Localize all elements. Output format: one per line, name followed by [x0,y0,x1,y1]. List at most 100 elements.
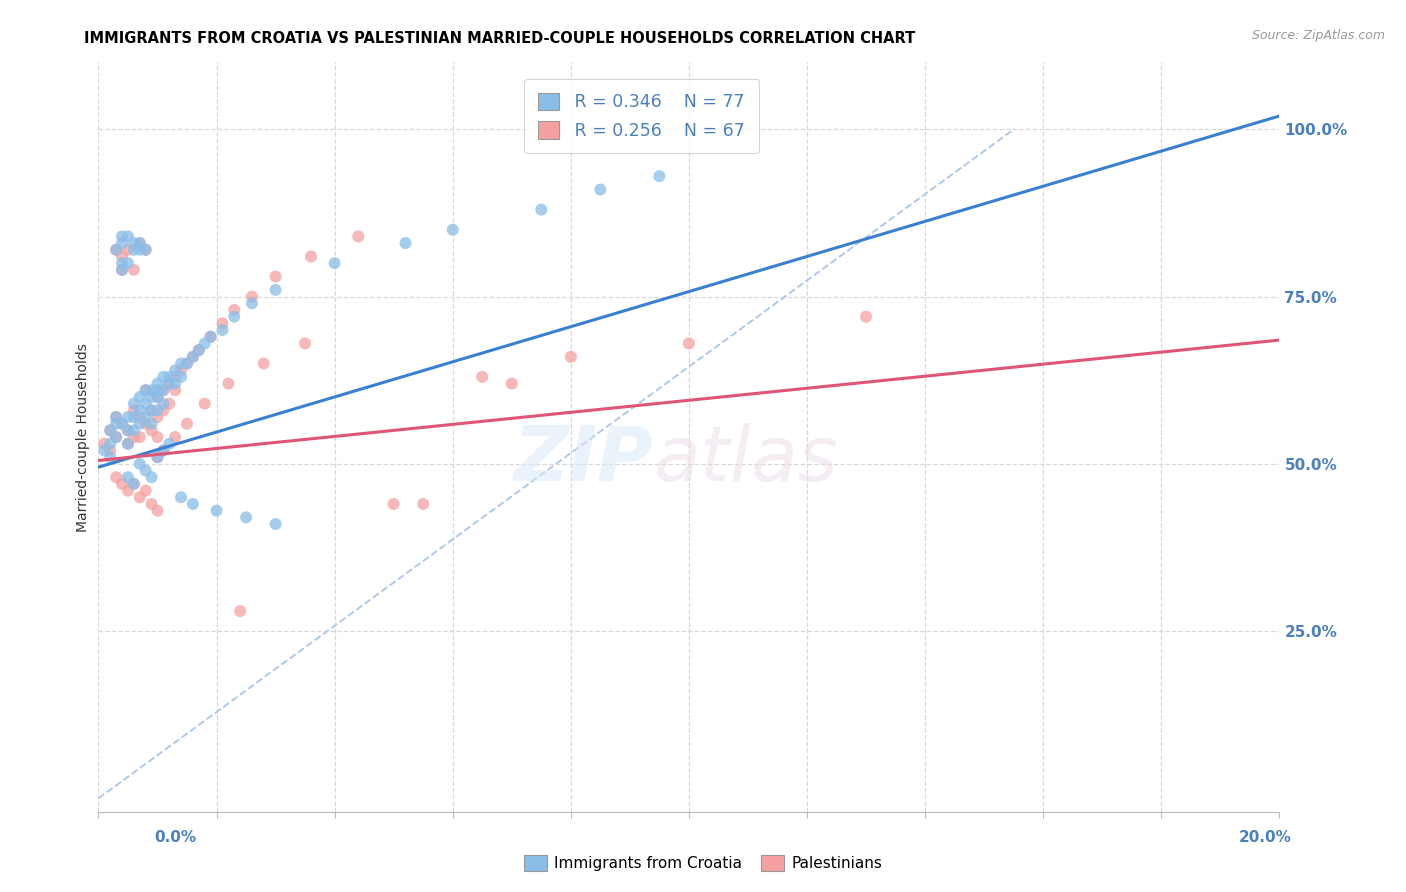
Point [224,303,246,318]
Point [128,243,150,257]
Point [146,384,169,398]
Point [93,443,115,458]
Point [157,376,180,391]
Point [105,430,128,444]
Point [141,390,163,404]
Point [98,443,121,458]
Point [181,497,204,511]
Point [229,604,252,618]
Point [224,310,246,324]
Text: Source: ZipAtlas.com: Source: ZipAtlas.com [1251,29,1385,42]
Point [678,336,700,351]
Point [135,243,157,257]
Point [128,236,150,251]
Point [347,229,370,244]
Point [105,410,128,425]
Point [122,243,145,257]
Point [111,236,134,251]
Point [117,437,139,451]
Point [264,283,287,297]
Point [530,202,553,217]
Legend: Immigrants from Croatia, Palestinians: Immigrants from Croatia, Palestinians [517,849,889,877]
Point [152,384,174,398]
Point [122,396,145,410]
Point [170,356,193,371]
Point [382,497,405,511]
Point [146,410,169,425]
Point [105,430,128,444]
Point [181,350,204,364]
Point [128,417,150,431]
Point [111,476,134,491]
Point [117,437,139,451]
Point [111,417,134,431]
Point [98,450,121,465]
Legend:  R = 0.346    N = 77,  R = 0.256    N = 67: R = 0.346 N = 77, R = 0.256 N = 67 [524,78,759,153]
Point [205,503,228,517]
Point [200,330,222,344]
Point [111,417,134,431]
Point [240,289,263,303]
Point [157,376,180,391]
Point [200,330,222,344]
Point [211,317,233,331]
Point [122,476,145,491]
Point [135,384,157,398]
Point [141,424,163,438]
Point [855,310,877,324]
Point [98,424,121,438]
Point [141,497,163,511]
Point [122,430,145,444]
Point [264,517,287,532]
Point [146,503,169,517]
Point [176,417,198,431]
Point [117,243,139,257]
Point [165,376,187,391]
Text: 20.0%: 20.0% [1239,830,1292,845]
Point [117,483,139,498]
Point [128,410,150,425]
Point [128,491,150,505]
Point [122,476,145,491]
Point [117,256,139,270]
Point [98,437,121,451]
Point [111,229,134,244]
Point [122,410,145,425]
Point [122,263,145,277]
Point [152,403,174,417]
Point [141,417,163,431]
Point [152,369,174,384]
Point [264,269,287,284]
Point [135,483,157,498]
Point [135,417,157,431]
Point [165,369,187,384]
Point [181,350,204,364]
Point [240,296,263,310]
Point [253,356,276,371]
Point [146,403,169,417]
Point [170,491,193,505]
Point [152,384,174,398]
Point [128,403,150,417]
Point [165,363,187,377]
Point [211,323,233,337]
Point [122,403,145,417]
Point [170,363,193,377]
Point [105,243,128,257]
Text: atlas: atlas [654,423,838,497]
Point [323,256,346,270]
Point [157,396,180,410]
Point [165,384,187,398]
Point [117,410,139,425]
Point [135,410,157,425]
Point [146,376,169,391]
Point [157,437,180,451]
Point [560,350,582,364]
Point [141,403,163,417]
Point [441,223,464,237]
Point [187,343,209,358]
Point [165,430,187,444]
Point [648,169,671,184]
Point [122,236,145,251]
Point [394,236,416,251]
